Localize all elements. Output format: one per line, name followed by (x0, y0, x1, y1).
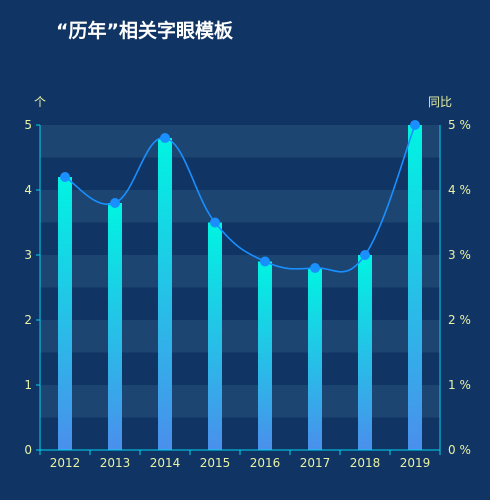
x-tick-label: 2015 (200, 456, 231, 470)
x-tick-label: 2016 (250, 456, 281, 470)
chart-title: “历年”相关字眼模板 (56, 20, 233, 42)
line-point (310, 263, 320, 273)
bar-series (58, 125, 422, 450)
y-left-axis-title: 个 (34, 95, 46, 109)
y-left-tick-label: 5 (24, 118, 32, 132)
y-right-tick-label: 4 % (448, 183, 471, 197)
line-point (260, 256, 270, 267)
bar (258, 261, 272, 450)
x-tick-label: 2019 (400, 456, 431, 470)
line-series (60, 120, 420, 273)
y-right-tick-label: 2 % (448, 313, 471, 327)
bar (58, 177, 72, 450)
y-left-tick-label: 4 (24, 183, 32, 197)
y-left-tick-label: 3 (24, 248, 32, 262)
y-right-tick-label: 3 % (448, 248, 471, 262)
line-point (60, 172, 70, 182)
x-tick-label: 2018 (350, 456, 381, 470)
y-left-tick-label: 2 (24, 313, 32, 327)
line-point (410, 120, 420, 130)
x-tick-label: 2012 (50, 456, 81, 470)
y-left-tick-label: 0 (24, 443, 32, 457)
line-point (210, 217, 220, 228)
x-tick-label: 2017 (300, 456, 331, 470)
x-tick-label: 2013 (100, 456, 131, 470)
bar (358, 255, 372, 450)
line-point (160, 133, 170, 143)
y-right-axis-title: 同比 (428, 95, 452, 109)
axis-labels: 2012 2013 2014 2015 2016 2017 2018 2019 0 1 2 3 4 5 0 … (24, 95, 471, 470)
y-right-tick-label: 1 % (448, 378, 471, 392)
bar (108, 203, 122, 450)
y-right-tick-label: 5 % (448, 118, 471, 132)
line-point (360, 250, 370, 260)
bar (408, 125, 422, 450)
line-point (110, 198, 120, 208)
grid-band (40, 125, 440, 158)
grid-band (40, 385, 440, 418)
bar (158, 138, 172, 450)
grid-band (40, 190, 440, 223)
x-tick-label: 2014 (150, 456, 181, 470)
grid-bands (40, 125, 440, 418)
y-left-tick-label: 1 (24, 378, 32, 392)
bar (308, 268, 322, 450)
bar (208, 222, 222, 450)
grid-band (40, 255, 440, 288)
grid-band (40, 320, 440, 353)
y-right-tick-label: 0 % (448, 443, 471, 457)
axes (36, 124, 441, 455)
